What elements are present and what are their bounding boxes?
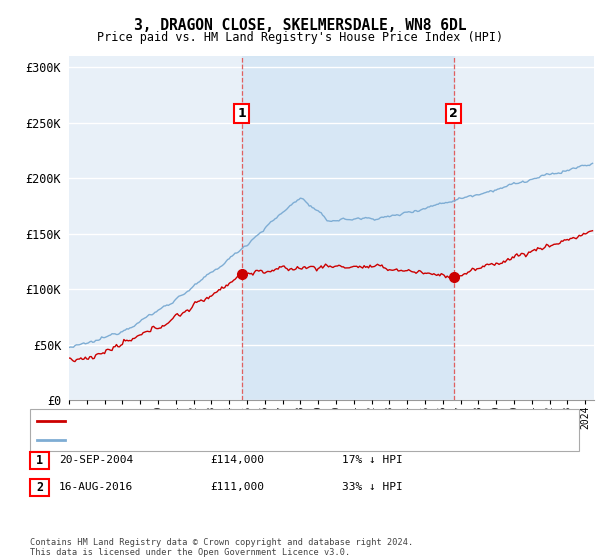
- Text: HPI: Average price, semi-detached house, West Lancashire: HPI: Average price, semi-detached house,…: [70, 435, 406, 445]
- Text: 16-AUG-2016: 16-AUG-2016: [59, 482, 133, 492]
- Text: 2: 2: [36, 480, 43, 494]
- Text: 2: 2: [449, 108, 458, 120]
- Bar: [242, 56, 454, 400]
- Text: Price paid vs. HM Land Registry's House Price Index (HPI): Price paid vs. HM Land Registry's House …: [97, 31, 503, 44]
- Text: 1: 1: [36, 454, 43, 467]
- Text: 17% ↓ HPI: 17% ↓ HPI: [342, 455, 403, 465]
- Text: £111,000: £111,000: [210, 482, 264, 492]
- Text: £114,000: £114,000: [210, 455, 264, 465]
- Text: 3, DRAGON CLOSE, SKELMERSDALE, WN8 6DL: 3, DRAGON CLOSE, SKELMERSDALE, WN8 6DL: [134, 18, 466, 33]
- Text: 20-SEP-2004: 20-SEP-2004: [59, 455, 133, 465]
- Text: 3, DRAGON CLOSE, SKELMERSDALE, WN8 6DL (semi-detached house): 3, DRAGON CLOSE, SKELMERSDALE, WN8 6DL (…: [70, 416, 430, 426]
- Text: 33% ↓ HPI: 33% ↓ HPI: [342, 482, 403, 492]
- Text: 1: 1: [238, 108, 247, 120]
- Text: Contains HM Land Registry data © Crown copyright and database right 2024.
This d: Contains HM Land Registry data © Crown c…: [30, 538, 413, 557]
